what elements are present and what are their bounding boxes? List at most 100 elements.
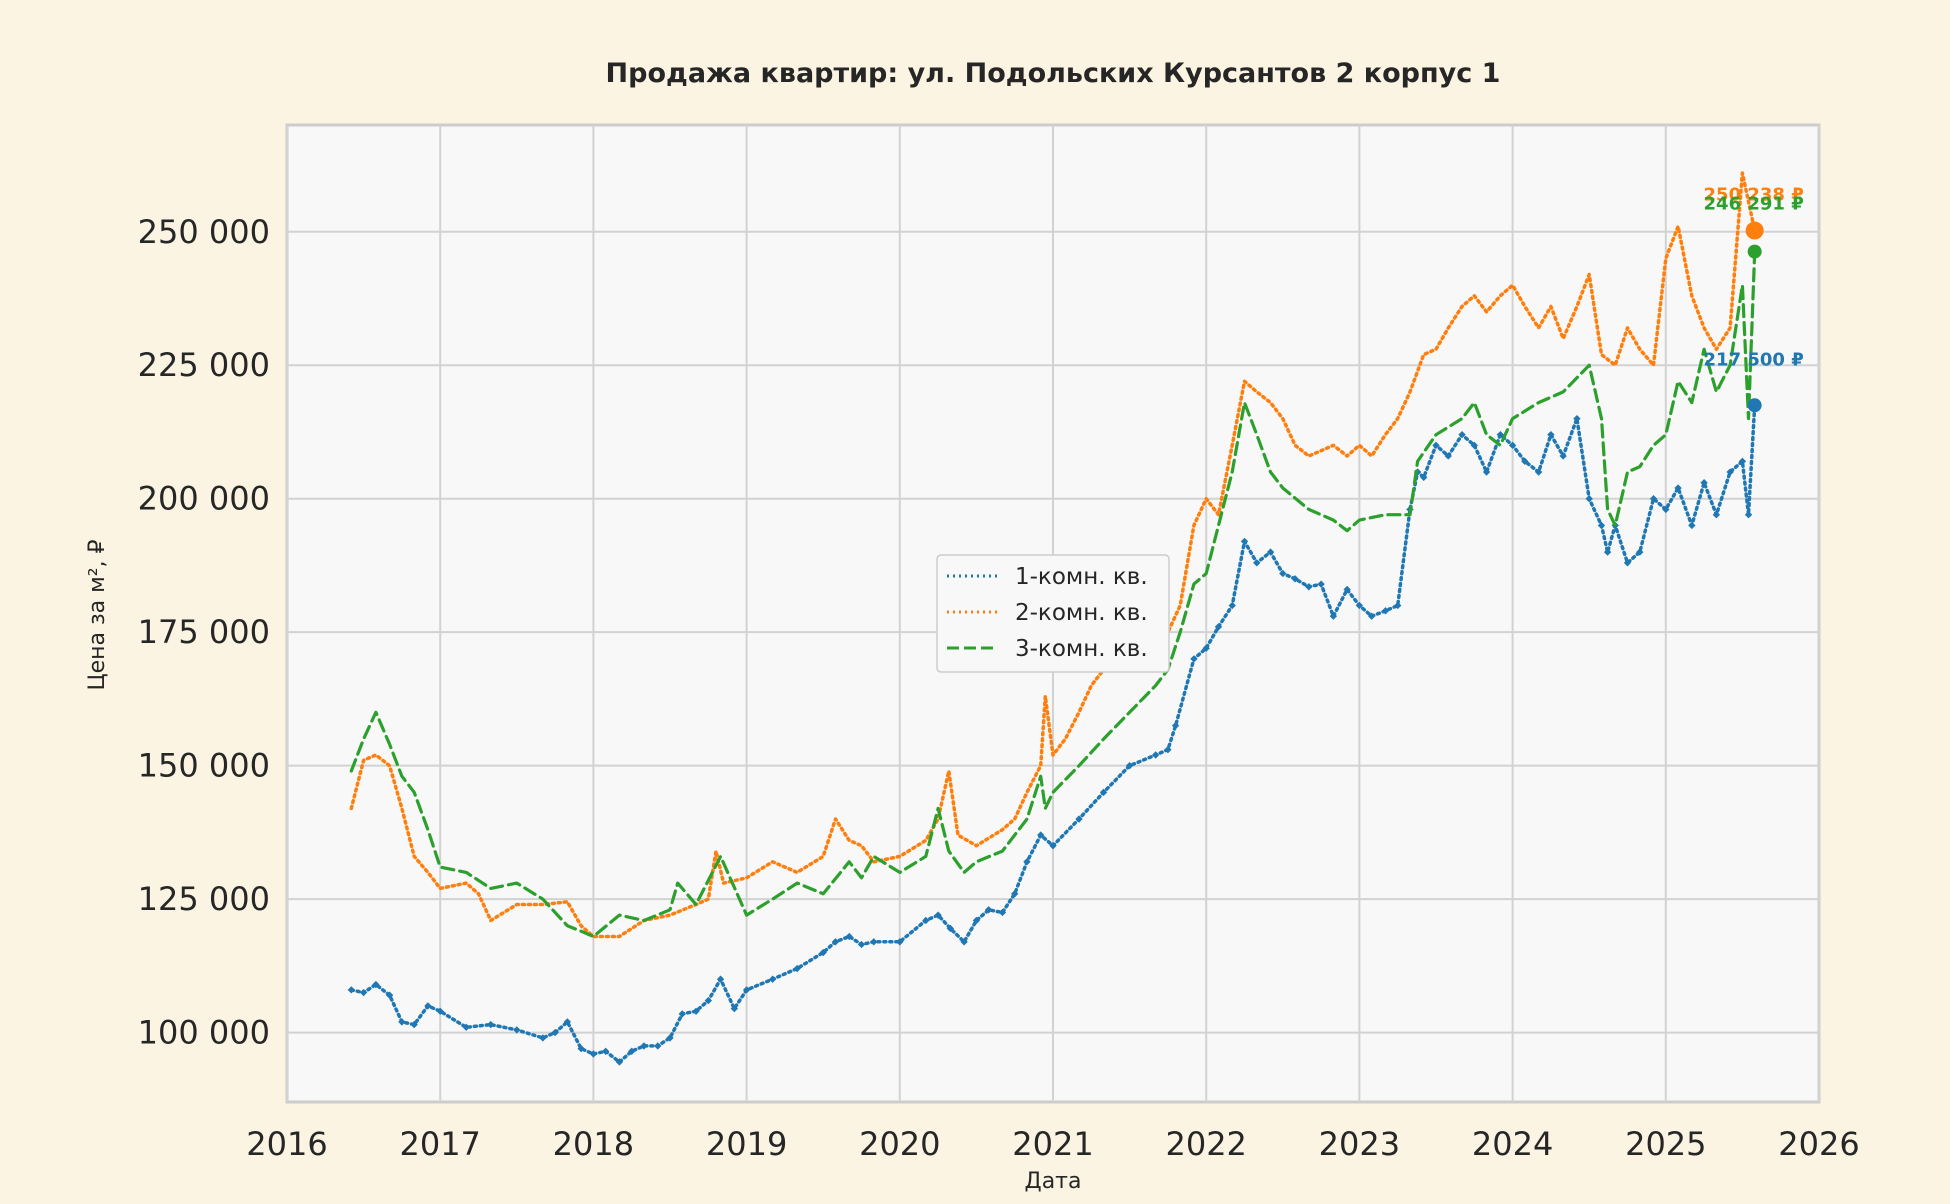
series-1-point (372, 980, 380, 989)
series-1-point (896, 938, 904, 946)
series-1-point (1202, 644, 1210, 652)
y-tick-label: 250 000 (138, 213, 270, 251)
series-endpoint-label: 217 500 ₽ (1704, 349, 1804, 370)
series-endpoint-label: 246 291 ₽ (1704, 194, 1804, 215)
series-1-point (1381, 607, 1390, 615)
series-1-point (436, 1007, 444, 1015)
series-1-point (385, 991, 394, 999)
series-1-point (1266, 548, 1275, 556)
series-1-point (692, 1007, 700, 1015)
series-1-point (1329, 612, 1338, 620)
series-1-point (1597, 521, 1606, 530)
x-tick-label: 2024 (1472, 1125, 1553, 1163)
series-1-point (730, 1004, 739, 1013)
x-tick-label: 2022 (1165, 1125, 1246, 1163)
y-tick-label: 150 000 (138, 747, 270, 785)
series-1-point (359, 988, 368, 997)
legend-label-1-room: 1-комн. кв. (1015, 564, 1148, 590)
series-1-point (1317, 580, 1325, 588)
series-1-point (845, 932, 853, 941)
series-1-point (768, 975, 777, 983)
series-1-point (857, 940, 866, 949)
series-1-point (1688, 521, 1696, 530)
series-1-point (563, 1018, 572, 1026)
x-axis-label: Дата (1025, 1169, 1082, 1194)
series-1-point (1305, 583, 1313, 591)
series-1-point (1240, 537, 1249, 546)
chart-title: Продажа квартир: ул. Подольских Курсанто… (606, 58, 1501, 89)
x-tick-label: 2025 (1625, 1125, 1706, 1163)
series-1-point (1355, 601, 1364, 610)
series-1-point (398, 1018, 406, 1026)
series-endpoint-marker (1747, 398, 1762, 413)
x-tick-label: 2019 (706, 1125, 787, 1163)
series-1-point (1228, 601, 1236, 610)
x-tick-label: 2018 (553, 1125, 634, 1163)
series-1-point (1151, 751, 1160, 759)
series-line-3 (349, 250, 1757, 939)
y-tick-label: 175 000 (138, 613, 270, 651)
series-1-point (589, 1050, 598, 1058)
series-1-point (654, 1042, 662, 1050)
x-axis-ticks: 2016 2017 2018 2019 2020 2021 2022 2023 2024 2025… (246, 1125, 1859, 1163)
series-1-point (1291, 575, 1299, 583)
series-1-point (1253, 559, 1261, 567)
series-1-point (1712, 511, 1721, 519)
series-endpoint-marker (1747, 244, 1762, 259)
series-1-point (1674, 484, 1682, 492)
series-1-point (410, 1020, 418, 1029)
series-1-point (960, 938, 968, 946)
series-1-point (831, 938, 840, 946)
x-tick-label: 2016 (246, 1125, 327, 1163)
y-tick-label: 100 000 (138, 1014, 270, 1052)
series-1-point (934, 911, 942, 919)
legend-label-3-room: 3-комн. кв. (1015, 636, 1148, 662)
series-1-point (1037, 831, 1045, 839)
series-1-point (1075, 815, 1083, 823)
series-1-point (1049, 842, 1057, 850)
series-1-point (922, 916, 930, 925)
series-endpoints: 217 500 ₽ 250 238 ₽246 291 ₽ (1704, 185, 1804, 413)
series-1-point (704, 996, 712, 1005)
series-1-point (1125, 761, 1134, 770)
series-1-point (1726, 468, 1734, 476)
series-1-point (946, 924, 955, 933)
y-axis-label: Цена за м², ₽ (85, 539, 110, 690)
legend: 1-комн. кв. 2-комн. кв. 3-комн. кв. (936, 554, 1170, 673)
y-axis-ticks: 100 000 125 000 150 000 175 000 200 000 225 0… (138, 213, 270, 1052)
series-1-point (513, 1026, 521, 1034)
series-1-point (1623, 559, 1632, 567)
x-tick-label: 2023 (1319, 1125, 1400, 1163)
series-1-point (1744, 511, 1753, 519)
series-1-point (1534, 468, 1543, 476)
series-endpoint-marker (1745, 221, 1764, 240)
series-1-point (1470, 441, 1478, 450)
y-tick-label: 200 000 (138, 480, 270, 518)
series-1-point (1367, 612, 1376, 620)
legend-box (936, 554, 1170, 673)
x-tick-label: 2020 (859, 1125, 940, 1163)
x-tick-label: 2026 (1778, 1125, 1859, 1163)
y-tick-label: 125 000 (138, 880, 270, 918)
series-1-point (742, 986, 751, 994)
series-1-point (1603, 548, 1612, 556)
series-1-point (347, 986, 356, 994)
legend-label-2-room: 2-комн. кв. (1015, 600, 1148, 626)
series-endpoint-label: 250 238 ₽ (1704, 185, 1804, 206)
series-1-point (870, 938, 878, 946)
series-1-point (1394, 601, 1402, 610)
x-tick-label: 2017 (399, 1125, 480, 1163)
series-1-point (998, 908, 1007, 917)
series-1-point (984, 906, 993, 914)
series-1-point (972, 916, 981, 925)
series-1-point (1011, 890, 1019, 898)
series-1-point (793, 964, 801, 973)
series-1-point (1190, 655, 1198, 663)
series-1-point (1164, 745, 1172, 754)
series-1-point (424, 1002, 432, 1010)
series-1-point (628, 1047, 636, 1055)
y-tick-label: 225 000 (138, 346, 270, 384)
series-1-point (1099, 788, 1108, 797)
series-1-point (1279, 569, 1287, 578)
